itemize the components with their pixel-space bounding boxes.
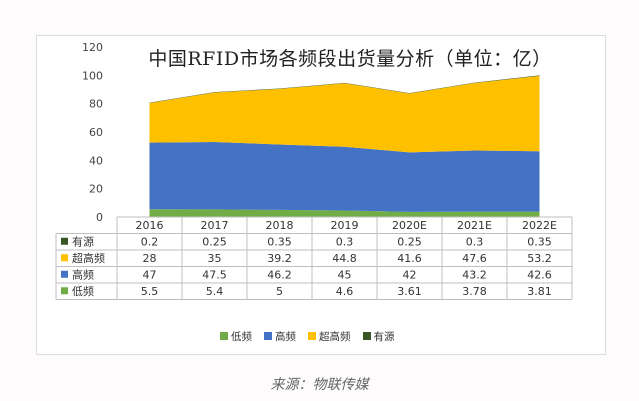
data-label: 0.25 xyxy=(397,236,422,249)
data-label: 46.2 xyxy=(267,269,292,282)
y-tick-label: 80 xyxy=(89,98,103,111)
data-label: 53.2 xyxy=(527,252,552,265)
data-label: 28 xyxy=(143,252,157,265)
legend-item: 低频 xyxy=(220,329,252,344)
legend-swatch xyxy=(220,332,228,340)
area-series-0 xyxy=(149,209,540,217)
data-label: 0.35 xyxy=(527,236,552,249)
legend-label: 超高频 xyxy=(319,330,351,343)
legend-swatch xyxy=(362,332,371,340)
data-label: 0.2 xyxy=(141,236,159,249)
table-row-label: 有源 xyxy=(72,235,94,249)
data-label: 3.81 xyxy=(527,285,552,298)
y-tick-label: 0 xyxy=(96,211,103,224)
table-legend-key xyxy=(61,254,68,262)
area-series-1 xyxy=(149,142,540,212)
table-legend-key xyxy=(61,287,68,295)
data-label: 47.5 xyxy=(202,269,227,282)
x-tick-label: 2017 xyxy=(201,219,229,232)
legend-swatch xyxy=(308,332,316,340)
table-legend-key xyxy=(61,237,68,245)
legend-item: 有源 xyxy=(362,329,395,344)
data-label: 45 xyxy=(338,269,352,282)
x-tick-label: 2021E xyxy=(457,219,492,232)
x-tick-label: 2020E xyxy=(392,219,427,232)
y-tick-label: 20 xyxy=(89,183,103,196)
table-legend-key xyxy=(61,270,68,278)
legend-label: 高频 xyxy=(275,330,296,343)
x-tick-label: 2016 xyxy=(136,219,164,232)
y-tick-label: 100 xyxy=(82,69,103,82)
area-series-2 xyxy=(149,75,540,153)
chart-legend: 低频 高频 超高频 有源 xyxy=(220,329,395,343)
source-caption: 来源：物联传媒 xyxy=(270,377,369,393)
y-tick-label: 40 xyxy=(89,154,103,167)
x-tick-label: 2019 xyxy=(331,219,359,232)
legend-item: 超高频 xyxy=(308,329,351,344)
data-label: 0.3 xyxy=(336,236,354,249)
table-row-label: 高频 xyxy=(72,268,94,282)
chart-title: 中国RFID市场各频段出货量分析（单位：亿） xyxy=(148,48,552,70)
data-label: 39.2 xyxy=(267,252,292,265)
data-label: 0.3 xyxy=(466,236,484,249)
data-label: 5.4 xyxy=(206,285,224,298)
legend-swatch xyxy=(264,332,272,340)
table-row-label: 超高频 xyxy=(72,251,105,265)
data-label: 47 xyxy=(143,269,157,282)
data-label: 0.25 xyxy=(202,236,227,249)
data-label: 5.5 xyxy=(141,285,159,298)
data-label: 3.61 xyxy=(397,285,422,298)
data-label: 0.35 xyxy=(267,236,292,249)
legend-label: 有源 xyxy=(373,330,395,343)
data-label: 35 xyxy=(208,252,222,265)
data-label: 42 xyxy=(403,269,417,282)
data-label: 41.6 xyxy=(397,252,422,265)
data-label: 5 xyxy=(276,285,283,298)
y-tick-label: 60 xyxy=(89,126,103,139)
legend-label: 低频 xyxy=(231,330,252,343)
data-label: 4.6 xyxy=(336,285,354,298)
y-tick-label: 120 xyxy=(82,41,103,54)
x-tick-label: 2022E xyxy=(522,219,557,232)
data-label: 47.6 xyxy=(462,252,487,265)
data-label: 3.78 xyxy=(462,285,487,298)
data-label: 44.8 xyxy=(332,252,357,265)
table-row-label: 低频 xyxy=(72,284,94,298)
x-tick-label: 2018 xyxy=(266,219,294,232)
data-label: 43.2 xyxy=(462,269,487,282)
legend-item: 高频 xyxy=(264,329,296,344)
data-label: 42.6 xyxy=(527,269,552,282)
